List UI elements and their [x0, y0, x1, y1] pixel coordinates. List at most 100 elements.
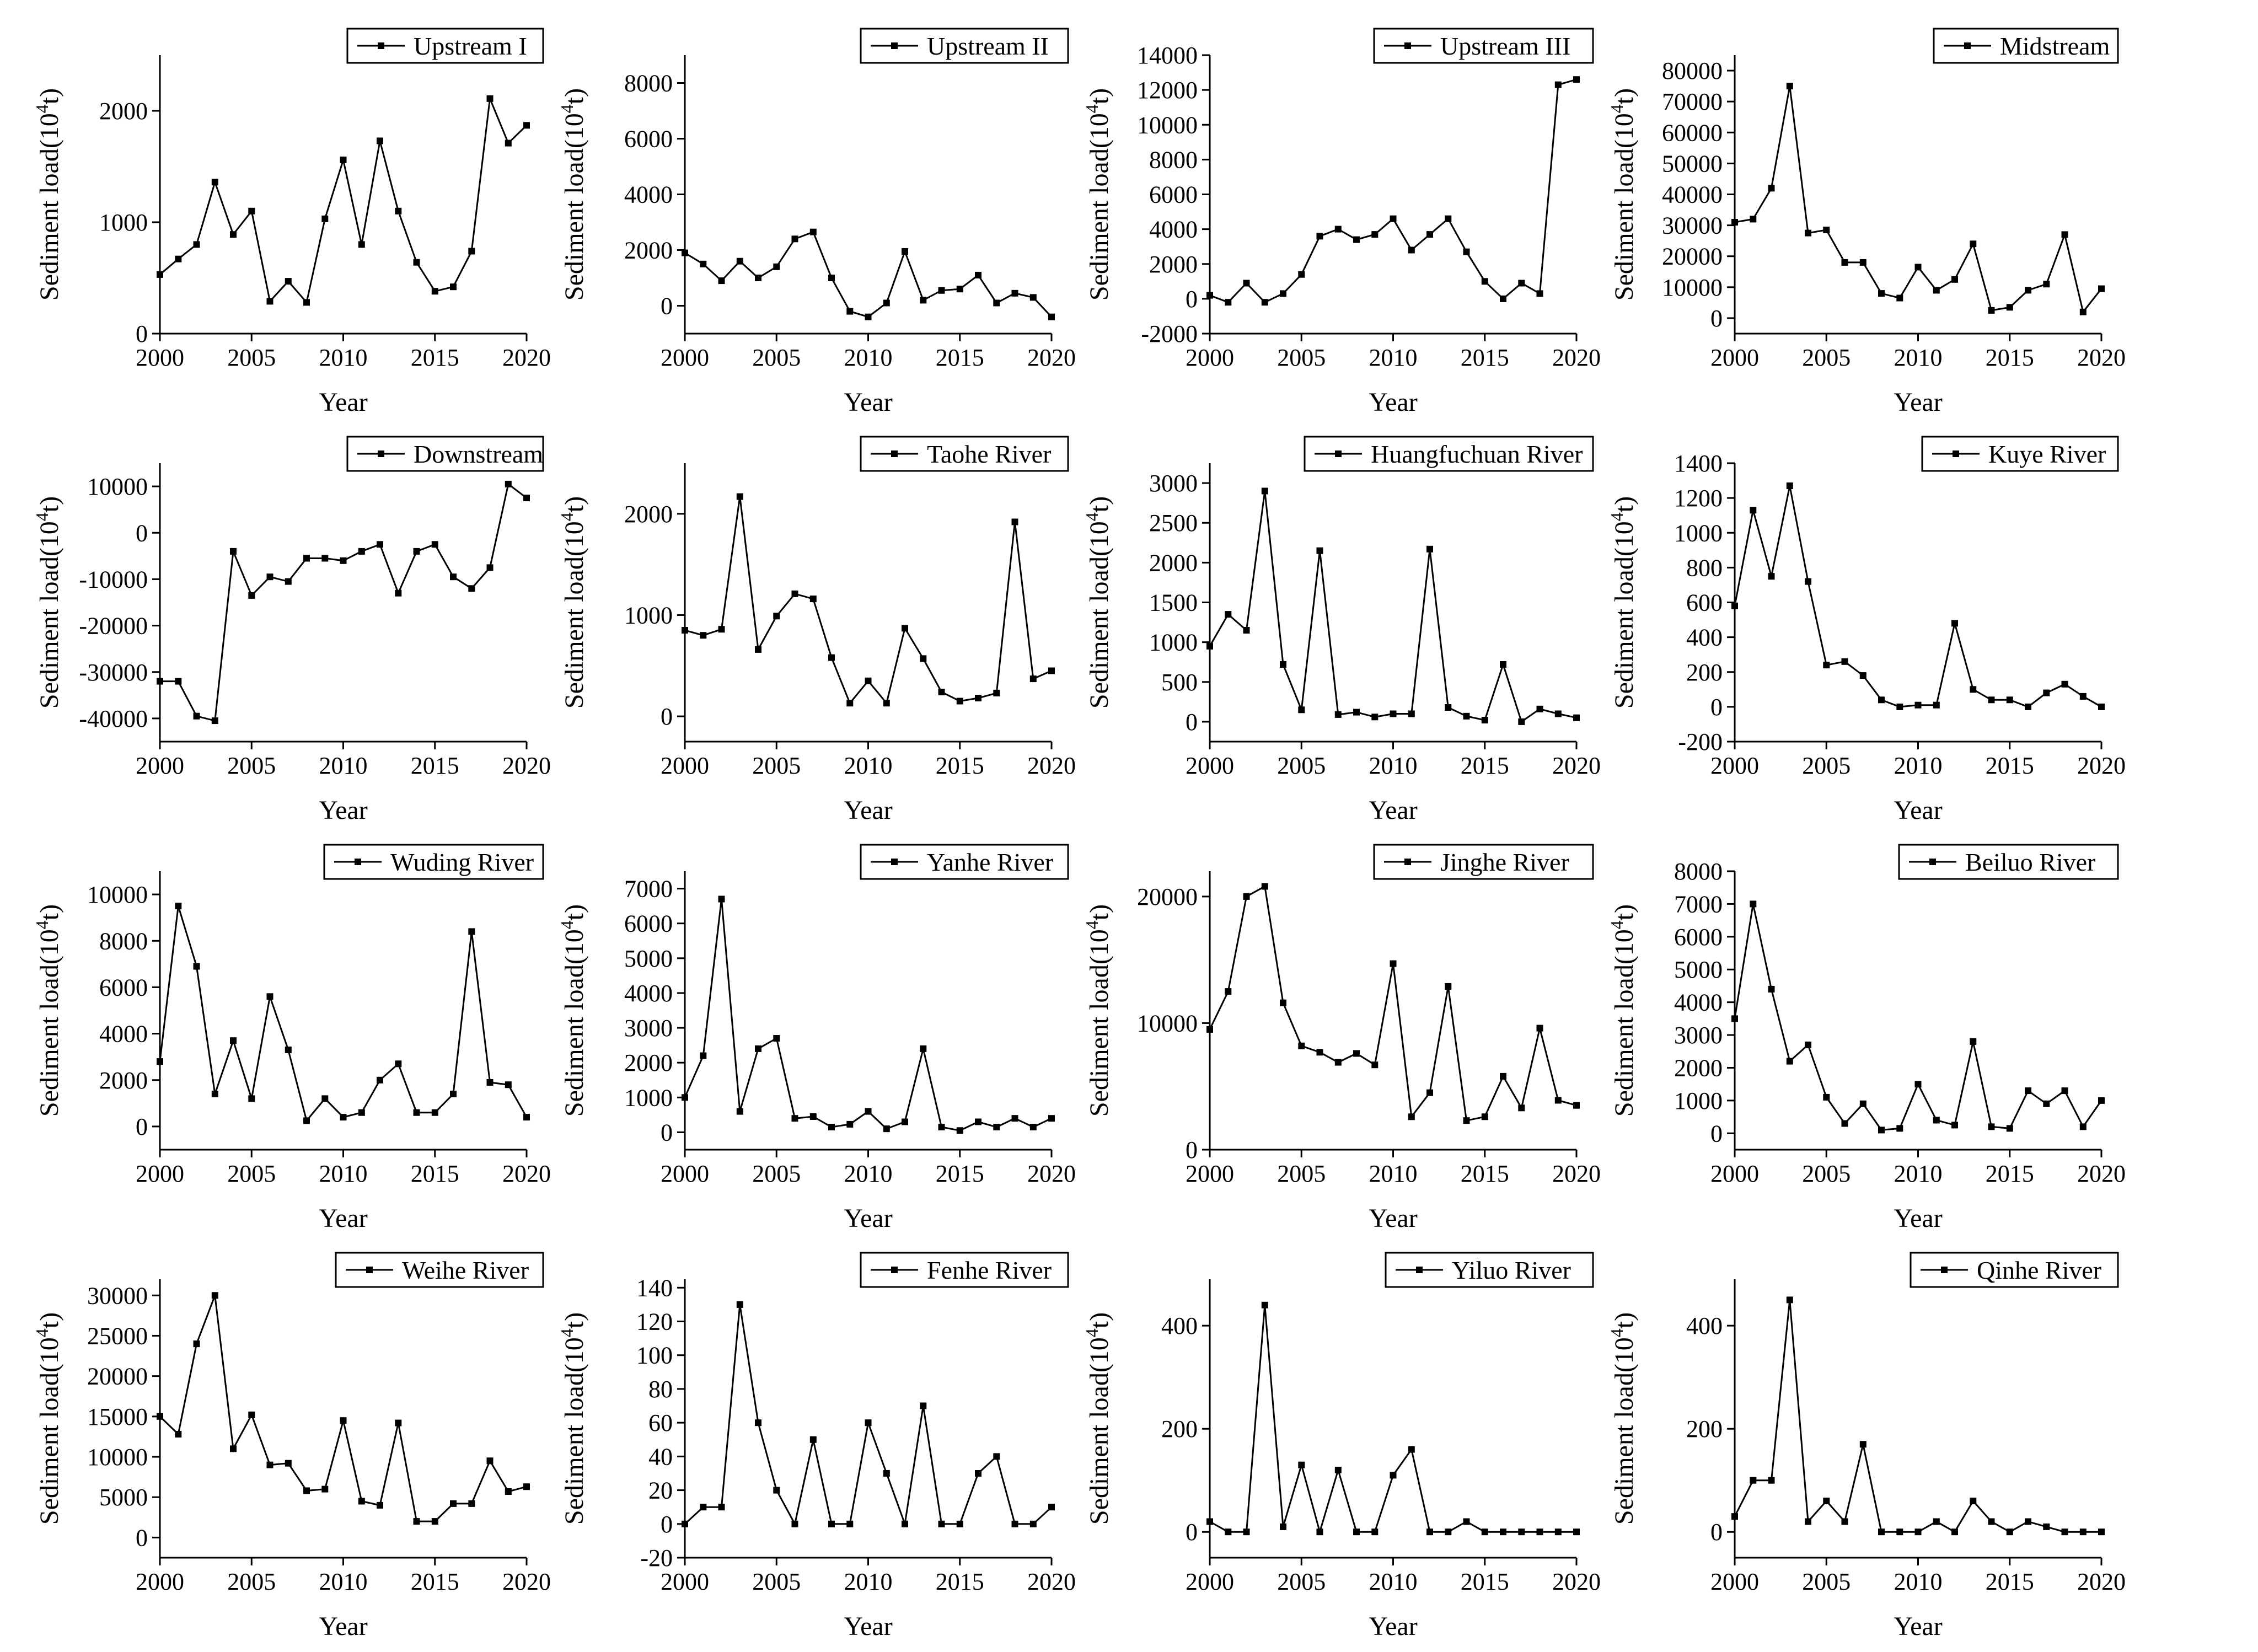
data-point — [920, 297, 927, 304]
data-point — [1426, 1528, 1433, 1536]
data-point — [1390, 960, 1397, 967]
data-point — [1878, 1127, 1885, 1134]
y-tick-label: 200 — [1686, 1415, 1723, 1442]
y-axis-title-main: Sediment load(10 — [35, 929, 64, 1117]
y-axis-title-unit: t) — [35, 904, 64, 920]
y-tick-label: 10000 — [87, 473, 148, 500]
data-point — [1206, 1026, 1213, 1033]
data-point — [828, 1124, 835, 1130]
data-point — [1988, 1518, 1995, 1525]
y-tick-label: 2000 — [1149, 251, 1198, 278]
data-point — [1225, 988, 1232, 995]
y-axis-title-superscript: 4 — [557, 1328, 577, 1337]
x-tick-label: 2005 — [752, 1160, 801, 1187]
y-tick-label: 2000 — [99, 1067, 148, 1094]
data-point — [358, 1109, 365, 1116]
data-point — [1823, 1093, 1830, 1101]
x-tick-label: 2000 — [661, 1568, 709, 1595]
data-point — [1353, 236, 1360, 243]
data-point — [211, 179, 218, 186]
y-tick-label: 500 — [1161, 669, 1198, 696]
data-point — [2079, 693, 2087, 700]
y-axis-title: Sediment load(104t) — [1607, 904, 1639, 1117]
panel-fenhe-river: 2000 2005 2010 2015 2020 -20 0 20 40 60 80 100 120 14… — [557, 1252, 1076, 1641]
y-tick-label: 7000 — [1674, 891, 1723, 918]
data-point — [1029, 1124, 1037, 1130]
data-point — [1261, 1301, 1268, 1308]
y-tick-label: 10000 — [87, 881, 148, 908]
data-point — [1731, 1015, 1738, 1022]
x-tick-label: 2010 — [319, 1160, 368, 1187]
data-point — [700, 1504, 707, 1511]
data-point — [1951, 620, 1958, 627]
x-tick-label: 2015 — [1461, 344, 1509, 371]
panel-qinhe-river: 2000 2005 2010 2015 2020 0 200 400 Year Sediment … — [1607, 1252, 2126, 1641]
data-point — [340, 1417, 347, 1424]
data-point — [1048, 1115, 1055, 1122]
data-point — [1390, 215, 1397, 222]
x-tick-label: 2015 — [1986, 1568, 2034, 1595]
y-tick-label: 1000 — [99, 209, 148, 236]
y-tick-label: 1200 — [1674, 485, 1723, 512]
data-point — [157, 678, 163, 685]
x-tick-label: 2000 — [136, 752, 184, 779]
data-point — [1731, 219, 1738, 226]
x-tick-label: 2005 — [1277, 1160, 1326, 1187]
data-point — [1988, 1123, 1995, 1130]
y-tick-label: 4000 — [99, 1021, 148, 1048]
y-tick-label: 400 — [1161, 1312, 1198, 1339]
y-tick-label: 10000 — [87, 1444, 148, 1471]
x-tick-label: 2000 — [661, 752, 709, 779]
data-point — [1731, 602, 1738, 609]
y-tick-label: 7000 — [624, 876, 673, 903]
x-tick-label: 2020 — [2077, 344, 2126, 371]
data-point — [791, 1520, 798, 1527]
x-tick-label: 2010 — [1369, 1568, 1418, 1595]
legend-marker-sample — [378, 42, 384, 49]
x-tick-label: 2000 — [661, 344, 709, 371]
x-tick-label: 2020 — [2077, 1568, 2126, 1595]
x-tick-label: 2005 — [1277, 752, 1326, 779]
x-tick-label: 2020 — [1027, 1568, 1076, 1595]
data-point — [505, 1081, 512, 1088]
data-point — [700, 260, 707, 267]
data-point — [1841, 658, 1848, 665]
data-point — [505, 1488, 512, 1495]
data-point — [682, 1520, 688, 1527]
data-point — [413, 1109, 420, 1116]
panel-yiluo-river: 2000 2005 2010 2015 2020 0 200 400 Year Sediment … — [1082, 1252, 1601, 1641]
data-point — [303, 1117, 310, 1124]
data-point — [1243, 280, 1250, 287]
x-tick-label: 2010 — [1894, 752, 1943, 779]
x-tick-label: 2015 — [936, 752, 984, 779]
y-tick-label: 100 — [636, 1342, 673, 1369]
legend-label: Kuye River — [1988, 440, 2106, 468]
data-point — [1750, 1477, 1757, 1484]
data-point — [523, 495, 530, 502]
data-point — [450, 1091, 457, 1097]
panel-yanhe-river: 2000 2005 2010 2015 2020 0 1000 2000 3000 4000 500… — [557, 844, 1076, 1233]
data-point — [1225, 299, 1232, 306]
x-tick-label: 2010 — [1894, 1568, 1943, 1595]
y-axis-title-unit: t) — [560, 904, 589, 920]
data-point — [736, 1108, 743, 1115]
data-point — [1768, 985, 1775, 993]
data-point — [1859, 672, 1867, 679]
x-tick-label: 2015 — [1986, 1160, 2034, 1187]
data-point — [902, 1520, 908, 1527]
x-tick-label: 2000 — [136, 1568, 184, 1595]
data-point — [1481, 1113, 1488, 1120]
y-tick-label: -30000 — [79, 659, 148, 686]
x-axis-title: Year — [844, 388, 892, 417]
data-point — [2079, 308, 2087, 315]
data-point — [1408, 246, 1415, 254]
y-axis-title: Sediment load(104t) — [32, 88, 64, 301]
legend-marker-sample — [891, 450, 898, 457]
data-point — [1518, 1528, 1525, 1536]
x-tick-label: 2020 — [1027, 344, 1076, 371]
data-point — [230, 1037, 237, 1044]
x-tick-label: 2015 — [1986, 344, 2034, 371]
legend-marker-sample — [1335, 450, 1342, 457]
data-point — [1298, 706, 1305, 714]
y-tick-label: 3000 — [624, 1015, 673, 1042]
